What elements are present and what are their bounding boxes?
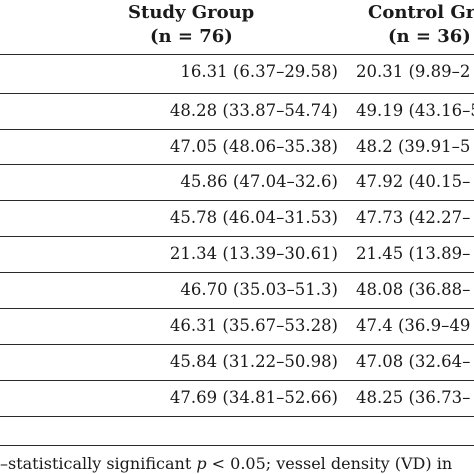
study-value: 45.78 (46.04–31.53) bbox=[169, 208, 338, 227]
study-value: 47.69 (34.81–52.66) bbox=[169, 388, 338, 407]
footnote-prefix: –statistically significant bbox=[0, 454, 197, 473]
row-divider bbox=[0, 129, 474, 130]
table-bottom-rule bbox=[0, 445, 474, 446]
control-value: 20.31 (9.89–2 bbox=[356, 62, 471, 81]
header-rule bbox=[0, 54, 474, 55]
footnote-p-symbol: p bbox=[196, 454, 207, 473]
control-value: 47.73 (42.27– bbox=[356, 208, 471, 227]
study-value: 45.84 (31.22–50.98) bbox=[169, 352, 338, 371]
row-divider bbox=[0, 308, 474, 309]
study-value: 21.34 (13.39–30.61) bbox=[169, 244, 338, 263]
control-value: 49.19 (43.16–5 bbox=[356, 101, 474, 120]
row-divider bbox=[0, 93, 474, 94]
control-value: 47.92 (40.15– bbox=[356, 172, 471, 191]
control-value: 47.4 (36.9–49 bbox=[356, 316, 471, 335]
study-value: 16.31 (6.37–29.58) bbox=[180, 62, 338, 81]
control-group-n: (n = 36) bbox=[388, 26, 471, 47]
study-value: 48.28 (33.87–54.74) bbox=[169, 101, 338, 120]
table-footnote: –statistically significant p < 0.05; ves… bbox=[0, 454, 452, 474]
study-value: 45.86 (47.04–32.6) bbox=[180, 172, 338, 191]
study-group-header: Study Group bbox=[128, 2, 255, 23]
footnote-suffix: < 0.05; vessel density (VD) in bbox=[206, 454, 453, 473]
study-value: 46.70 (35.03–51.3) bbox=[180, 280, 338, 299]
row-divider bbox=[0, 380, 474, 381]
control-group-header: Control Gr bbox=[368, 2, 474, 23]
study-value: 47.05 (48.06–35.38) bbox=[169, 137, 338, 156]
control-value: 48.2 (39.91–5 bbox=[356, 137, 471, 156]
control-value: 48.25 (36.73– bbox=[356, 388, 471, 407]
row-divider bbox=[0, 416, 474, 417]
row-divider bbox=[0, 272, 474, 273]
control-value: 47.08 (32.64– bbox=[356, 352, 471, 371]
row-divider bbox=[0, 200, 474, 201]
study-group-n: (n = 76) bbox=[150, 26, 233, 47]
control-value: 48.08 (36.88– bbox=[356, 280, 471, 299]
row-divider bbox=[0, 164, 474, 165]
row-divider bbox=[0, 344, 474, 345]
row-divider bbox=[0, 236, 474, 237]
control-value: 21.45 (13.89– bbox=[356, 244, 471, 263]
study-value: 46.31 (35.67–53.28) bbox=[169, 316, 338, 335]
